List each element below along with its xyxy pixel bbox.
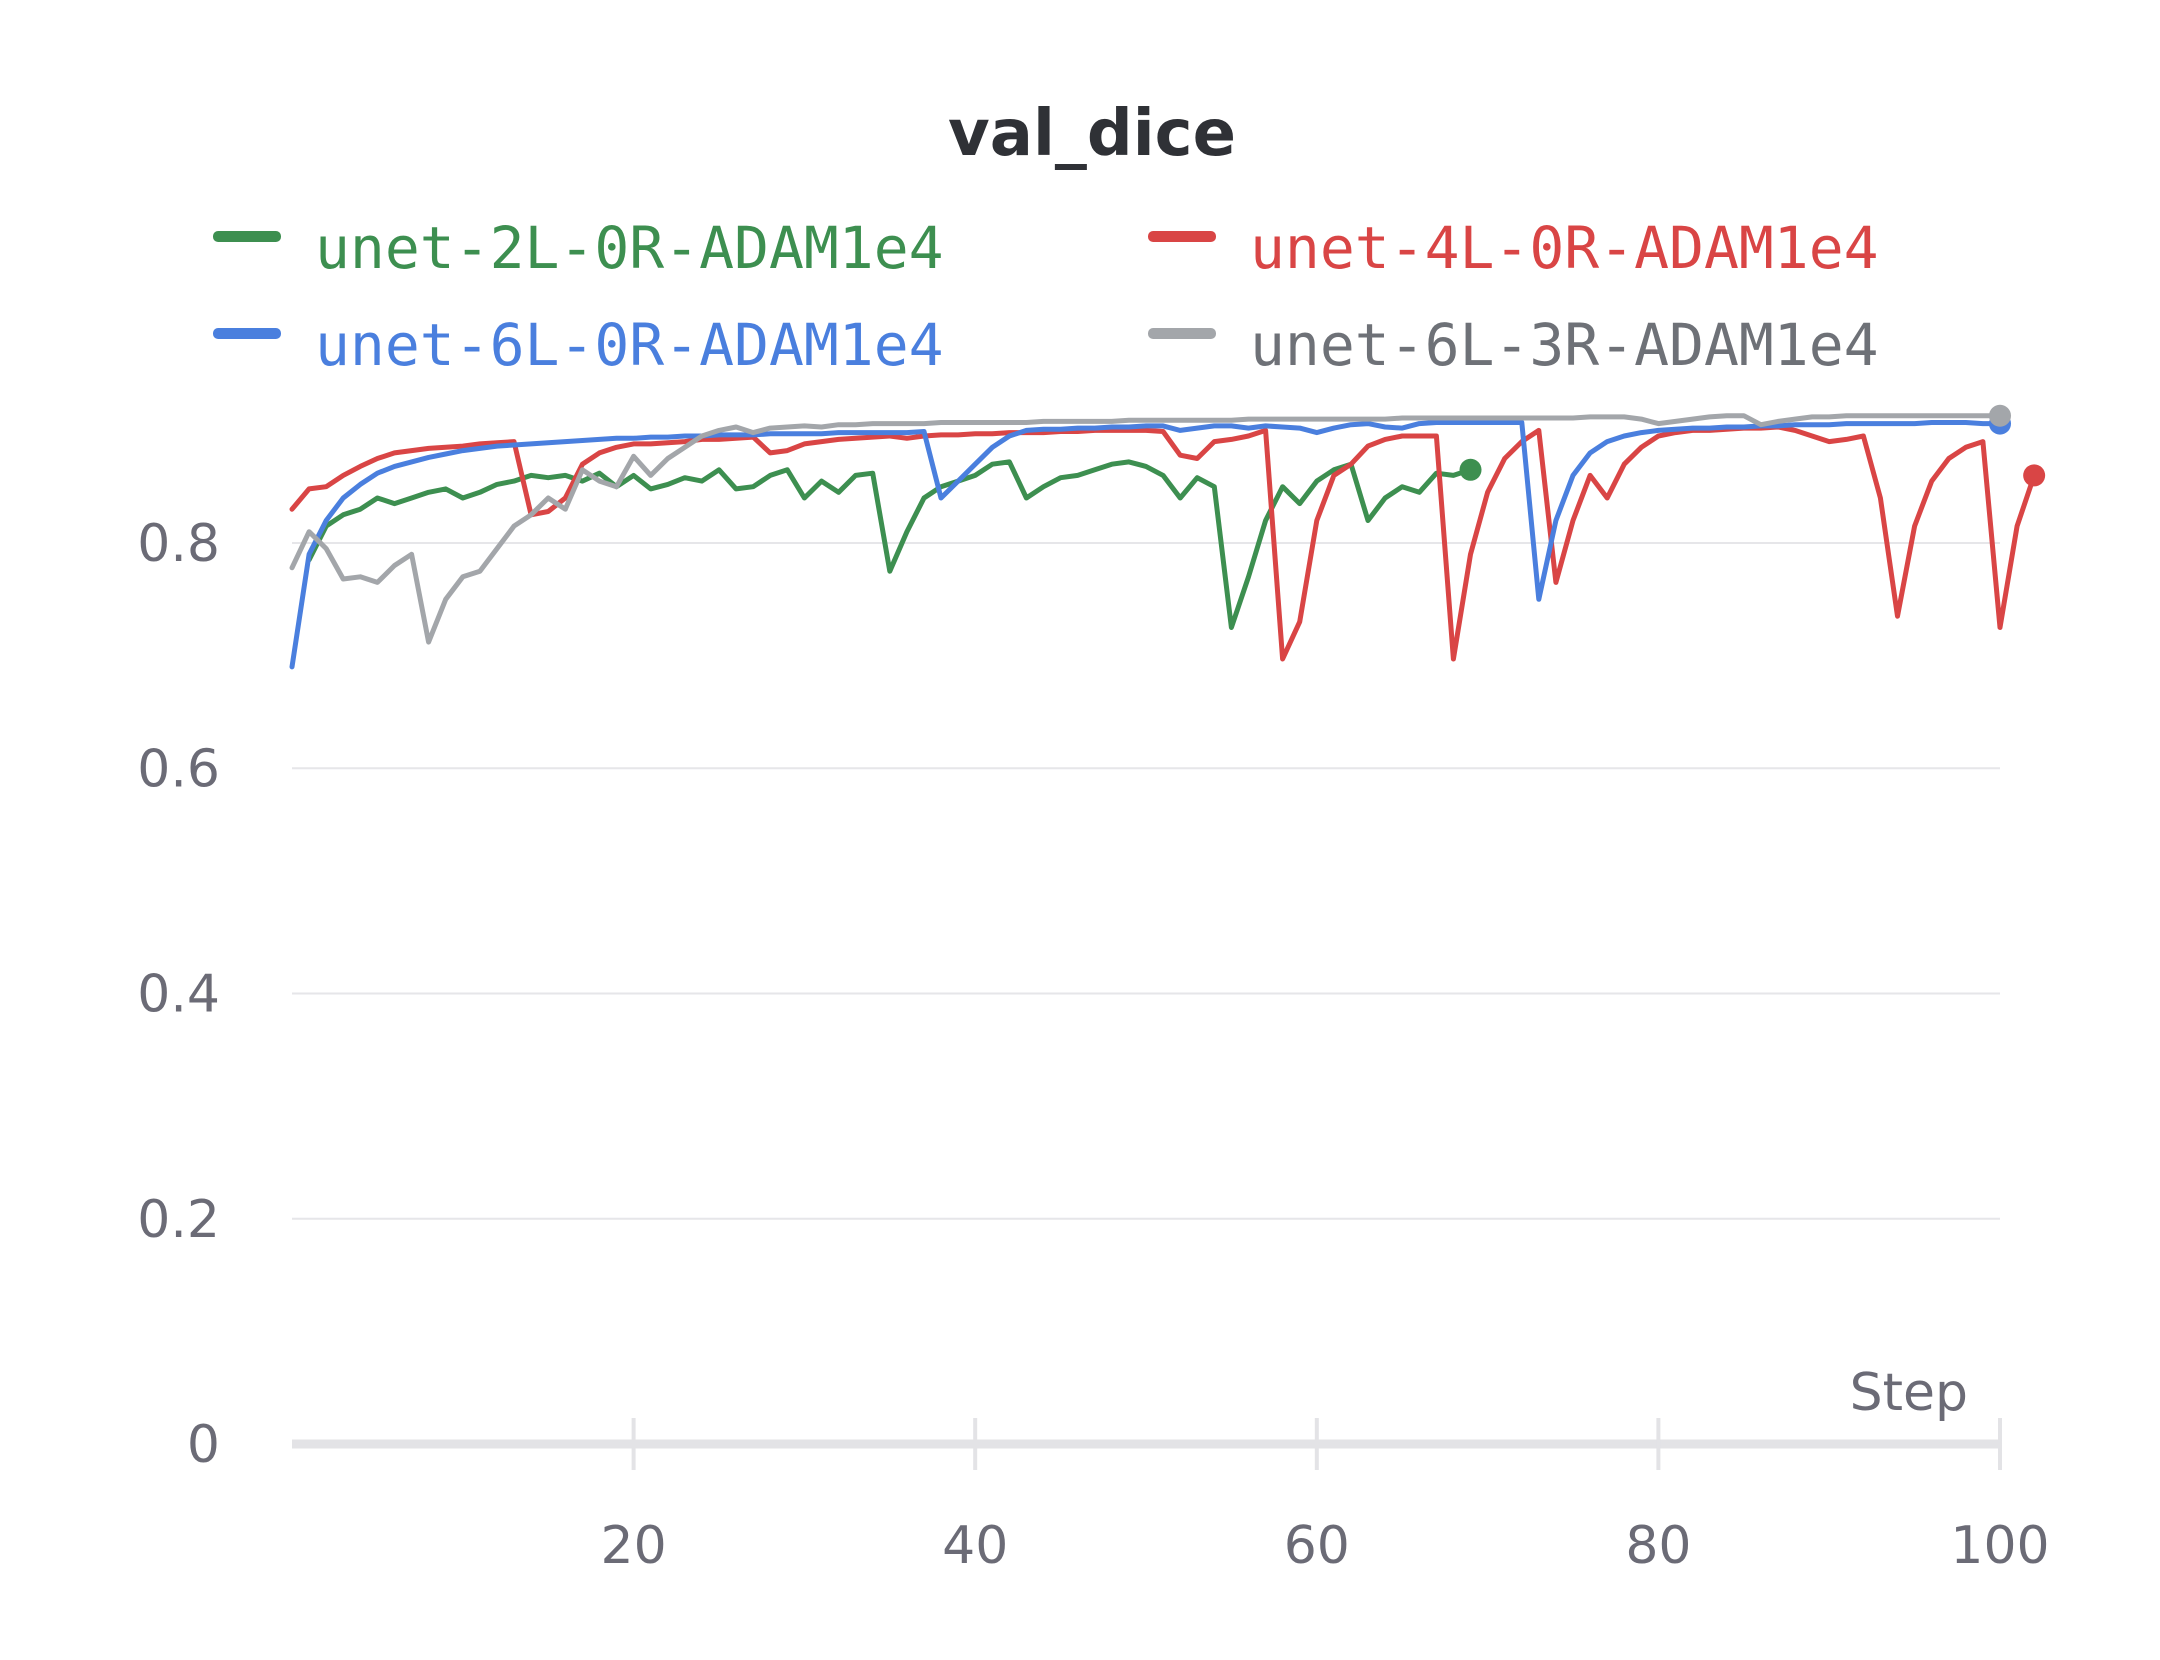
series-lines bbox=[289, 404, 2046, 670]
legend-swatch-series-2[interactable] bbox=[213, 328, 281, 339]
legend-label-series-3[interactable]: unet-6L-3R-ADAM1e4 bbox=[1250, 311, 1879, 379]
x-tick-label-3: 80 bbox=[1625, 1516, 1691, 1576]
legend-label-series-0[interactable]: unet-2L-0R-ADAM1e4 bbox=[315, 214, 944, 282]
series-line-2[interactable] bbox=[289, 420, 2003, 670]
legend-swatch-series-1[interactable] bbox=[1148, 231, 1216, 242]
x-tick-label-4: 100 bbox=[1950, 1516, 2049, 1576]
series-end-point-0[interactable] bbox=[1459, 458, 1482, 481]
y-tick-label-3: 0.6 bbox=[137, 739, 220, 799]
gridlines bbox=[292, 542, 2000, 1220]
y-axis-ticks: 0 0.2 0.4 0.6 0.8 bbox=[137, 514, 220, 1475]
y-tick-label-4: 0.8 bbox=[137, 514, 220, 574]
chart-title: val_dice bbox=[948, 97, 1236, 171]
x-tick-label-1: 40 bbox=[942, 1516, 1008, 1576]
y-tick-label-1: 0.2 bbox=[137, 1190, 220, 1250]
series-line-0[interactable] bbox=[306, 459, 1473, 630]
series-line-3[interactable] bbox=[289, 413, 2003, 645]
legend-swatch-series-3[interactable] bbox=[1148, 328, 1216, 339]
legend-label-series-1[interactable]: unet-4L-0R-ADAM1e4 bbox=[1250, 214, 1879, 282]
legend-swatch-series-0[interactable] bbox=[213, 231, 281, 242]
x-axis-label: Step bbox=[1850, 1363, 1968, 1423]
series-end-point-3[interactable] bbox=[1989, 404, 2011, 427]
series-end-point-1[interactable] bbox=[2023, 464, 2046, 487]
legend: unet-2L-0R-ADAM1e4 unet-4L-0R-ADAM1e4 un… bbox=[213, 214, 1879, 379]
x-axis: 20 40 60 80 100 bbox=[292, 1418, 2050, 1576]
y-tick-label-2: 0.4 bbox=[137, 965, 220, 1025]
x-tick-label-0: 20 bbox=[601, 1516, 667, 1576]
x-tick-label-2: 60 bbox=[1284, 1516, 1350, 1576]
y-tick-label-0: 0 bbox=[187, 1415, 220, 1475]
legend-label-series-2[interactable]: unet-6L-0R-ADAM1e4 bbox=[315, 311, 944, 379]
